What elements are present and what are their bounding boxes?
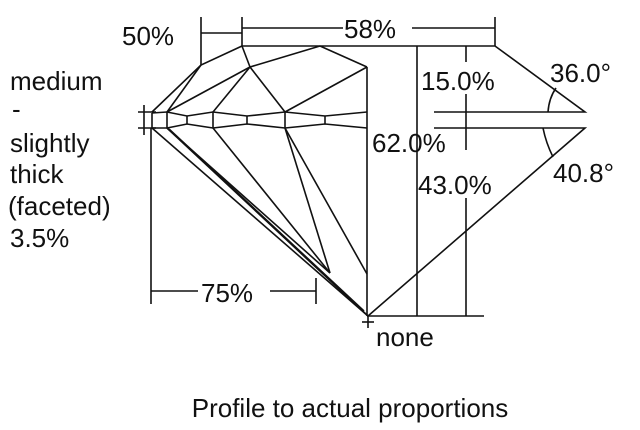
girdle-label-2: - [12,94,21,124]
caption: Profile to actual proportions [192,393,509,423]
lower-half-label: 75% [201,278,253,308]
girdle-label-5: (faceted) [8,191,111,221]
dimension-lines [138,17,557,328]
crown-angle-label: 36.0° [550,58,611,88]
total-depth-label: 62.0% [372,128,446,158]
pavilion-depth-label: 43.0% [418,170,492,200]
girdle-label-1: medium [10,66,102,96]
culet-label: none [376,322,434,352]
girdle-label-4: thick [10,159,64,189]
girdle-label-6: 3.5% [10,223,69,253]
star-length-label: 50% [122,21,174,51]
crown-height-label: 15.0% [421,66,495,96]
table-label: 58% [344,14,396,44]
pavilion-angle-arc [542,127,554,158]
girdle-label-3: slightly [10,128,89,158]
diamond-outline [151,45,588,317]
crown-angle-arc [547,87,557,113]
pavilion-angle-label: 40.8° [553,158,614,188]
